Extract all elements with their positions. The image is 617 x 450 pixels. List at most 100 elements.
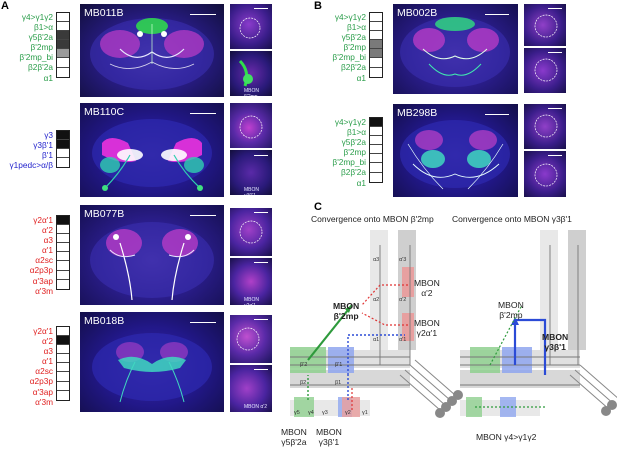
compartment-label: γ2α'1 — [33, 326, 53, 336]
compartment-label: β'2mp_bi — [19, 52, 53, 63]
inset-image — [230, 208, 272, 256]
mbon-a2-label: MBON α'2 — [414, 278, 440, 298]
compartment-label: γ5β'2a — [341, 32, 366, 43]
inset-image — [524, 151, 566, 197]
compartment-label: α1 — [356, 177, 366, 188]
compartment-label: γ1pedc>α/β — [9, 160, 53, 171]
left-diagram-title: Convergence onto MBON β'2mp — [311, 214, 434, 224]
compartment-g2: γ2 — [345, 410, 351, 416]
compartment-label: β1>α — [33, 22, 53, 33]
inset-image — [230, 315, 272, 363]
compartment-label: α'2 — [42, 225, 53, 236]
scale-bar — [190, 215, 216, 217]
inset-image: MBON β'2mp — [230, 51, 272, 96]
compartment-label: γ5β'2a — [28, 32, 53, 43]
compartment-label: α'2 — [42, 336, 53, 347]
compartment-labels: γ2α'1 α'2 α3 α'1 α2sc α2p3p α'3ap α'3m — [30, 215, 53, 296]
compartment-label: β2β'2a — [341, 167, 366, 178]
compartment-label: α'3m — [35, 285, 53, 296]
scale-bar — [485, 14, 509, 16]
scale-bar — [485, 114, 509, 116]
compartment-label: α'1 — [42, 245, 53, 256]
inset-label: MBON γ3β'1 — [244, 187, 259, 195]
expression-grid — [56, 326, 70, 401]
scale-bar — [190, 322, 216, 324]
brain-image: MB077B — [80, 205, 224, 305]
mbon-g2a1-label: MBON γ2α'1 — [414, 318, 440, 338]
inset-image: MBON α'2 — [230, 365, 272, 412]
left-mb-schematic — [290, 230, 463, 418]
brain-image: MB011B — [80, 4, 224, 97]
compartment-label: α'3m — [35, 396, 53, 407]
inset-image — [524, 4, 566, 46]
compartment-label: α1 — [356, 72, 366, 83]
panel-c-letter: C — [314, 201, 322, 213]
inset-image — [230, 4, 272, 49]
mbon-g5b2a-label: MBON γ5β'2a — [281, 427, 307, 447]
compartment-label: β'2mp — [30, 42, 54, 53]
compartment-label: β1>α — [346, 127, 366, 138]
expression-grid — [56, 215, 70, 290]
compartment-g1: γ1 — [362, 410, 368, 416]
right-mb-schematic — [460, 230, 617, 417]
compartment-labels: γ4>γ1γ2 β1>α γ5β'2a β'2mp β'2mp_bi β2β'2… — [332, 117, 366, 188]
compartment-label: β1>α — [346, 22, 366, 33]
mbon-b2mp-label: MBON β'2mp — [498, 300, 524, 320]
compartment-label: γ5β'2a — [341, 137, 366, 148]
compartment-label: α2sc — [35, 366, 53, 377]
compartment-g5: γ5 — [294, 410, 300, 416]
mbon-target-label: MBON γ3β'1 — [542, 332, 569, 352]
compartment-labels: γ2α'1 α'2 α3 α'1 α2sc α2p3p α'3ap α'3m — [30, 326, 53, 407]
compartment-label: α2sc — [35, 255, 53, 266]
compartment-b-prime-1: β'1 — [335, 362, 343, 368]
compartment-label: α1 — [43, 72, 53, 83]
line-name: MB002B — [397, 7, 438, 19]
scale-bar — [190, 14, 216, 16]
inset-image — [230, 103, 272, 148]
compartment-label: γ3β'1 — [33, 140, 53, 151]
inset-label: MBON α'2 — [244, 404, 268, 410]
scale-bar — [190, 113, 216, 115]
compartment-a-prime-1: α'1 — [399, 337, 407, 343]
compartment-label: γ4>γ1γ2 — [21, 12, 53, 22]
brain-image: MB018B — [80, 312, 224, 412]
mbon-g3b1-label: MBON γ3β'1 — [316, 427, 342, 447]
compartment-label: β'1 — [42, 150, 53, 161]
compartment-label: γ3 — [44, 130, 53, 140]
compartment-b1: β1 — [335, 380, 342, 386]
compartment-label: α3 — [43, 235, 53, 246]
line-name: MB298B — [397, 107, 438, 119]
compartment-label: β'2mp_bi — [332, 157, 366, 168]
inset-image — [524, 104, 566, 149]
inset-image: MBON γ3β'1 — [230, 150, 272, 195]
expression-grid — [56, 130, 70, 169]
compartment-labels: γ4>γ1γ2 β1>α γ5β'2a β'2mp β'2mp_bi β2β'2… — [19, 12, 53, 83]
compartment-a-prime-3: α'3 — [399, 257, 407, 263]
compartment-label: α2p3p — [29, 265, 53, 276]
mbon-g4-label: MBON γ4>γ1γ2 — [476, 432, 537, 442]
inset-label: MBON γ2α'1 — [244, 297, 259, 305]
expression-grid — [56, 12, 70, 78]
compartment-label: β2β'2a — [341, 62, 366, 73]
convergence-diagram — [290, 230, 617, 418]
line-name: MB110C — [84, 106, 125, 118]
compartment-a1: α1 — [373, 337, 380, 343]
inset-label: MBON β'2mp — [244, 88, 259, 96]
compartment-b-prime-2: β'2 — [300, 362, 308, 368]
compartment-label: α'3ap — [32, 275, 53, 286]
compartment-g3: γ3 — [322, 410, 328, 416]
line-name: MB077B — [84, 208, 125, 220]
compartment-label: γ4>γ1γ2 — [334, 117, 366, 127]
expression-grid — [369, 117, 383, 183]
compartment-label: α'1 — [42, 356, 53, 367]
compartment-a-prime-2: α'2 — [399, 297, 407, 303]
compartment-b2: β2 — [300, 380, 307, 386]
brain-image: MB110C — [80, 103, 224, 197]
compartment-label: α'3ap — [32, 386, 53, 397]
compartment-labels: γ4>γ1γ2 β1>α γ5β'2a β'2mp β'2mp_bi β2β'2… — [332, 12, 366, 83]
brain-image: MB298B — [393, 104, 518, 197]
compartment-a3: α3 — [373, 257, 380, 263]
right-diagram-title: Convergence onto MBON γ3β'1 — [452, 214, 572, 224]
line-name: MB011B — [84, 7, 124, 19]
expression-grid — [369, 12, 383, 78]
